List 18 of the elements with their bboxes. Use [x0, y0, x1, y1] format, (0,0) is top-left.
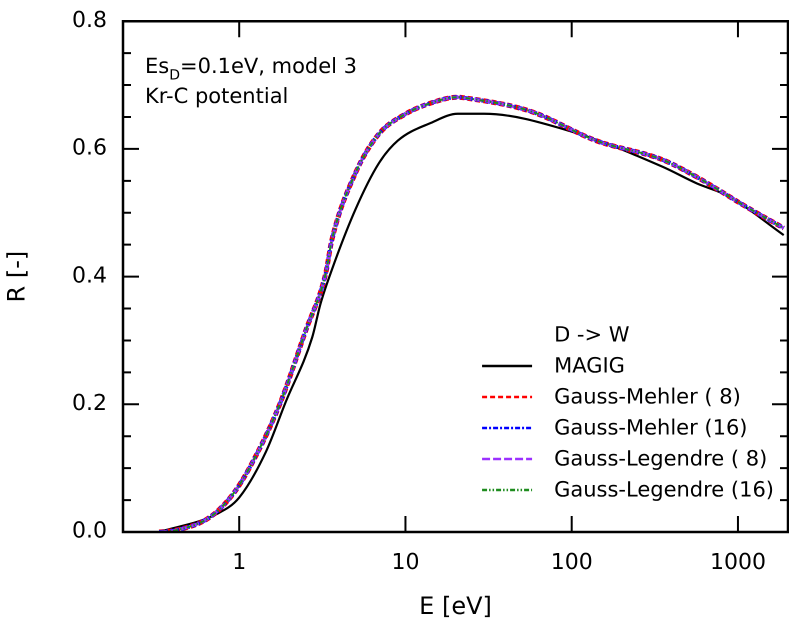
y-tick-label: 0.0 — [72, 518, 107, 544]
x-tick-label: 1000 — [710, 550, 766, 575]
y-tick-label: 0.4 — [72, 263, 107, 288]
x-tick-label: 100 — [550, 550, 593, 575]
annotation: Kr-C potential — [145, 84, 288, 108]
y-tick-label: 0.2 — [72, 391, 107, 416]
x-tick-label: 1 — [232, 550, 246, 575]
x-axis-title: E [eV] — [419, 592, 492, 620]
legend-title: D -> W — [554, 322, 630, 346]
legend-label: Gauss-Mehler ( 8) — [554, 384, 741, 408]
y-tick-label: 0.8 — [72, 8, 107, 33]
legend-label: Gauss-Mehler (16) — [554, 415, 748, 440]
y-tick-label: 0.6 — [72, 136, 107, 161]
x-tick-label: 10 — [391, 550, 420, 575]
legend-label: MAGIG — [554, 353, 625, 378]
y-axis-title: R [-] — [2, 250, 31, 302]
legend-label: Gauss-Legendre (16) — [554, 477, 774, 502]
legend-label: Gauss-Legendre ( 8) — [554, 446, 768, 470]
